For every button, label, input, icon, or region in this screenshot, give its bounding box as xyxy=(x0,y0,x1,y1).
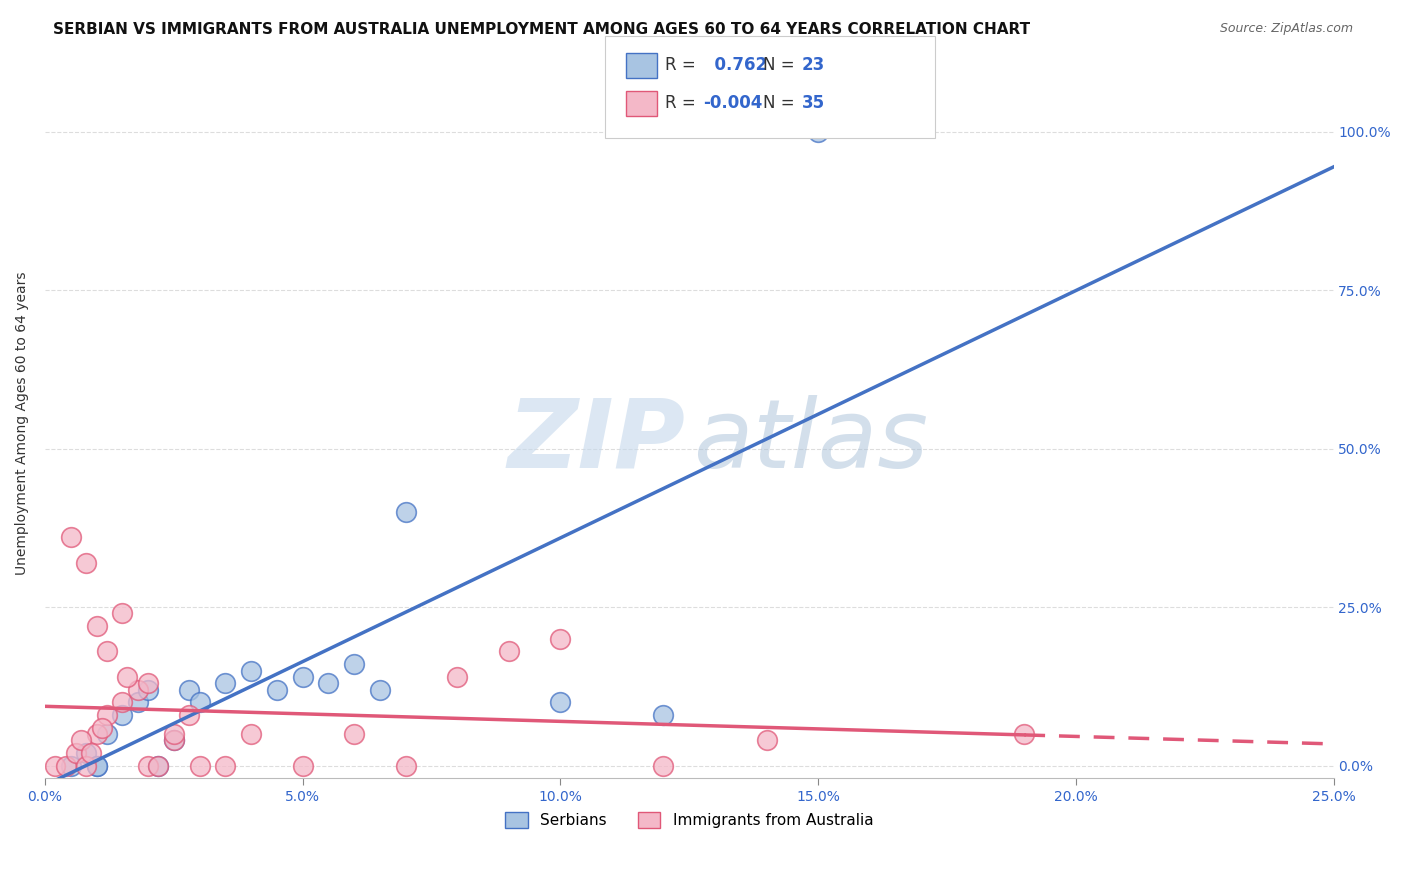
Point xyxy=(318,676,340,690)
Text: 35: 35 xyxy=(801,95,824,112)
Point xyxy=(291,758,314,772)
Point xyxy=(188,758,211,772)
Point xyxy=(86,619,108,633)
Text: ZIP: ZIP xyxy=(508,394,685,488)
Point xyxy=(136,682,159,697)
Text: Source: ZipAtlas.com: Source: ZipAtlas.com xyxy=(1219,22,1353,36)
Point xyxy=(148,758,170,772)
Point xyxy=(214,676,236,690)
Point xyxy=(136,676,159,690)
Point xyxy=(70,733,93,747)
Point xyxy=(179,707,201,722)
Point xyxy=(117,670,139,684)
Text: 23: 23 xyxy=(801,56,825,74)
Point xyxy=(59,758,82,772)
Text: SERBIAN VS IMMIGRANTS FROM AUSTRALIA UNEMPLOYMENT AMONG AGES 60 TO 64 YEARS CORR: SERBIAN VS IMMIGRANTS FROM AUSTRALIA UNE… xyxy=(53,22,1031,37)
Point xyxy=(368,682,391,697)
Point xyxy=(163,727,186,741)
Point xyxy=(44,758,66,772)
Point xyxy=(127,695,149,709)
Y-axis label: Unemployment Among Ages 60 to 64 years: Unemployment Among Ages 60 to 64 years xyxy=(15,272,30,575)
Point xyxy=(90,721,112,735)
Legend: Serbians, Immigrants from Australia: Serbians, Immigrants from Australia xyxy=(499,805,879,834)
Point xyxy=(80,746,103,760)
Point xyxy=(395,758,418,772)
Point xyxy=(75,746,97,760)
Point xyxy=(163,733,186,747)
Point xyxy=(343,727,366,741)
Point xyxy=(240,664,263,678)
Point xyxy=(75,758,97,772)
Point xyxy=(96,707,118,722)
Point xyxy=(65,746,87,760)
Point xyxy=(163,733,186,747)
Text: N =: N = xyxy=(763,56,800,74)
Point xyxy=(807,125,830,139)
Point xyxy=(179,682,201,697)
Point xyxy=(652,707,675,722)
Point xyxy=(86,758,108,772)
Point xyxy=(652,758,675,772)
Point xyxy=(86,758,108,772)
Text: R =: R = xyxy=(665,56,702,74)
Text: 0.762: 0.762 xyxy=(703,56,768,74)
Point xyxy=(75,556,97,570)
Point xyxy=(1012,727,1035,741)
Point xyxy=(136,758,159,772)
Point xyxy=(550,695,572,709)
Point xyxy=(86,727,108,741)
Point xyxy=(148,758,170,772)
Point xyxy=(446,670,468,684)
Point xyxy=(395,505,418,519)
Point xyxy=(291,670,314,684)
Point xyxy=(266,682,288,697)
Point xyxy=(96,727,118,741)
Point xyxy=(59,531,82,545)
Text: R =: R = xyxy=(665,95,702,112)
Point xyxy=(755,733,778,747)
Point xyxy=(111,607,134,621)
Point xyxy=(127,682,149,697)
Point xyxy=(498,644,520,658)
Point xyxy=(343,657,366,672)
Point xyxy=(111,707,134,722)
Point xyxy=(55,758,77,772)
Point xyxy=(96,644,118,658)
Point xyxy=(188,695,211,709)
Text: N =: N = xyxy=(763,95,800,112)
Point xyxy=(240,727,263,741)
Text: atlas: atlas xyxy=(693,394,928,488)
Text: -0.004: -0.004 xyxy=(703,95,762,112)
Point xyxy=(214,758,236,772)
Point xyxy=(550,632,572,646)
Point xyxy=(111,695,134,709)
